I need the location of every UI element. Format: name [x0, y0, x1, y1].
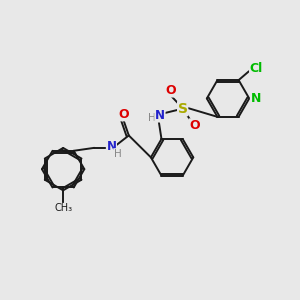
Text: N: N — [250, 92, 261, 105]
Text: N: N — [106, 140, 116, 153]
Text: H: H — [148, 112, 156, 122]
Text: N: N — [155, 109, 165, 122]
Text: O: O — [166, 84, 176, 97]
Text: O: O — [118, 108, 129, 121]
Text: O: O — [189, 119, 200, 132]
Text: CH₃: CH₃ — [54, 203, 72, 213]
Text: H: H — [114, 149, 122, 159]
Text: S: S — [178, 102, 188, 116]
Text: Cl: Cl — [250, 62, 263, 75]
